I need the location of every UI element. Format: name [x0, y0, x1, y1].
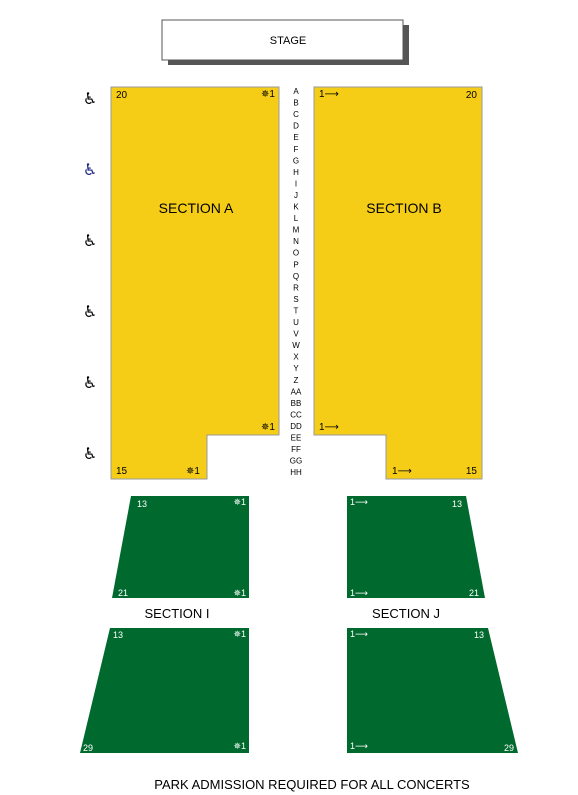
section-lower-right-front-arrow: 1⟶ — [350, 629, 368, 639]
wheelchair-icons: ♿ ♿ ♿ ♿ ♿ ♿ — [83, 91, 97, 463]
section-lower-left-back-corner: 29 — [83, 743, 93, 753]
section-lower-left-front-arrow: ✵1 — [233, 629, 246, 639]
section-lower-right-back-corner: 29 — [504, 743, 514, 753]
row-letter: BB — [291, 399, 302, 408]
row-letter: HH — [290, 468, 302, 477]
section-lower-right-front-corner: 13 — [474, 630, 484, 640]
section-a[interactable]: SECTION A 20 ✵1 ✵1 15 ✵1 — [110, 86, 280, 480]
row-letter: B — [293, 99, 298, 108]
section-lower-left-shape — [80, 628, 249, 753]
row-letter: I — [295, 179, 297, 188]
row-letter: D — [293, 122, 299, 131]
wheelchair-icon[interactable]: ♿ — [83, 233, 97, 250]
row-letter: G — [293, 156, 299, 165]
section-lower-left-back-arrow: ✵1 — [233, 741, 246, 751]
section-lower-right[interactable]: 13 1⟶ 29 1⟶ — [347, 628, 518, 753]
row-letter: H — [293, 168, 299, 177]
row-letter: O — [293, 249, 299, 258]
stage-box — [161, 19, 404, 61]
section-lower-left-front-corner: 13 — [113, 630, 123, 640]
section-j-shape — [347, 496, 485, 598]
section-i-label: SECTION I — [144, 606, 209, 621]
section-b-seat-mid-arrow: 1⟶ — [319, 422, 339, 433]
row-letter: X — [293, 353, 299, 362]
section-i-back-corner: 21 — [118, 588, 128, 598]
section-j[interactable]: 13 1⟶ 21 1⟶ SECTION J — [347, 496, 485, 621]
row-letter: Y — [293, 364, 299, 373]
section-b-seat-bottom-corner: 15 — [466, 466, 478, 477]
section-i-shape — [112, 496, 249, 598]
row-letter: E — [293, 133, 298, 142]
section-a-label: SECTION A — [159, 200, 234, 216]
section-i-front-arrow: ✵1 — [233, 497, 246, 507]
section-a-seat-top-arrow: ✵1 — [261, 89, 275, 100]
row-letter: GG — [290, 457, 302, 466]
row-letter: M — [293, 226, 300, 235]
stage-label: STAGE — [270, 35, 306, 47]
row-letter: S — [293, 295, 298, 304]
row-letter: V — [293, 330, 299, 339]
stage[interactable]: STAGE — [161, 19, 409, 65]
section-a-seat-bottom-corner: 15 — [116, 466, 128, 477]
section-j-front-corner: 13 — [452, 499, 462, 509]
section-b-shape — [313, 86, 483, 480]
section-b[interactable]: SECTION B 20 1⟶ 1⟶ 15 1⟶ — [313, 86, 483, 480]
section-lower-left[interactable]: 13 ✵1 29 ✵1 — [80, 628, 249, 753]
section-lower-right-shape — [347, 628, 518, 753]
row-letter: T — [294, 306, 299, 315]
wheelchair-icon[interactable]: ♿ — [83, 162, 97, 179]
section-j-front-arrow: 1⟶ — [350, 497, 368, 507]
section-b-seat-top-corner: 20 — [466, 90, 478, 101]
row-letter: EE — [291, 434, 302, 443]
row-letter: P — [293, 260, 298, 269]
wheelchair-icon[interactable]: ♿ — [83, 375, 97, 392]
row-letter: Q — [293, 272, 299, 281]
section-b-seat-bottom-arrow: 1⟶ — [392, 466, 412, 477]
row-letter: F — [294, 145, 299, 154]
section-i-front-corner: 13 — [137, 499, 147, 509]
row-letter: AA — [291, 387, 302, 396]
section-j-back-arrow: 1⟶ — [350, 588, 368, 598]
row-letter: A — [293, 87, 299, 96]
row-letter: R — [293, 283, 299, 292]
section-b-label: SECTION B — [366, 200, 441, 216]
row-letter: N — [293, 237, 299, 246]
section-i-back-arrow: ✵1 — [233, 588, 246, 598]
row-letter: Z — [294, 376, 299, 385]
row-letter: W — [292, 341, 300, 350]
row-letter: U — [293, 318, 299, 327]
row-letter: FF — [291, 445, 301, 454]
wheelchair-icon[interactable]: ♿ — [83, 91, 97, 108]
row-letter: J — [294, 191, 298, 200]
section-a-seat-top-corner: 20 — [116, 90, 128, 101]
section-j-label: SECTION J — [372, 606, 440, 621]
section-lower-right-back-arrow: 1⟶ — [350, 741, 368, 751]
section-j-back-corner: 21 — [469, 588, 479, 598]
section-a-seat-bottom-arrow: ✵1 — [186, 466, 200, 477]
section-b-seat-top-arrow: 1⟶ — [319, 89, 339, 100]
row-letter: CC — [290, 410, 302, 419]
row-letter: C — [293, 110, 299, 119]
wheelchair-icon[interactable]: ♿ — [83, 304, 97, 321]
row-letter: DD — [290, 422, 302, 431]
section-a-shape — [110, 86, 280, 480]
footer-notice: PARK ADMISSION REQUIRED FOR ALL CONCERTS — [154, 777, 470, 792]
section-a-seat-mid-arrow: ✵1 — [261, 422, 275, 433]
section-i[interactable]: 13 ✵1 21 ✵1 SECTION I — [112, 496, 249, 621]
row-letter: L — [294, 214, 299, 223]
wheelchair-icon[interactable]: ♿ — [83, 446, 97, 463]
row-letter: K — [293, 203, 299, 212]
